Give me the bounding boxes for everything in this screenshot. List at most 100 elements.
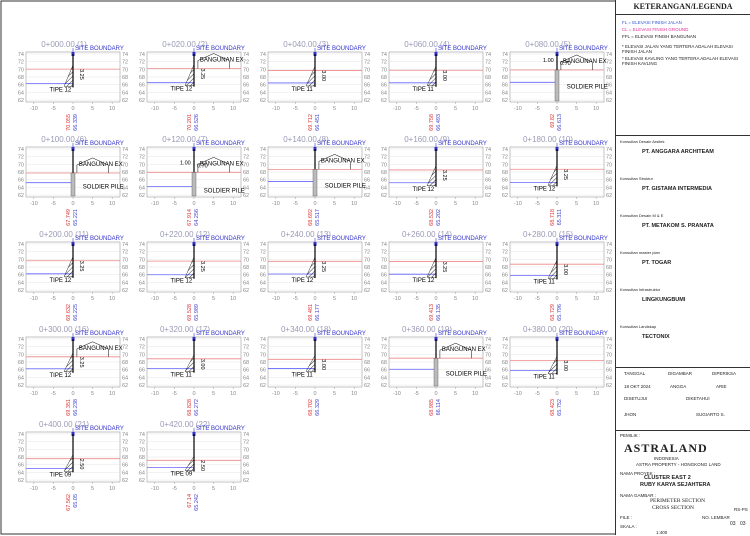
drawing: CROSS SECTION — [652, 505, 695, 511]
y-tick-label: 64 — [364, 375, 370, 381]
y-tick-label: 64 — [139, 280, 145, 286]
x-tick-label: 10 — [472, 201, 478, 207]
scale: 1:400 — [656, 530, 668, 535]
x-tick-label: 0 — [434, 106, 437, 112]
y-tick-label: 74 — [122, 337, 128, 343]
wall-height: 3.25 — [78, 357, 84, 368]
y-tick-label: 62 — [502, 193, 508, 199]
y-tick-label: 62 — [381, 288, 387, 294]
x-tick-label: 0 — [555, 391, 558, 397]
y-tick-label: 70 — [260, 352, 266, 358]
elev-label: 69.351 — [66, 399, 72, 416]
y-tick-label: 70 — [243, 67, 249, 73]
y-tick-label: 62 — [260, 98, 266, 104]
x-tick-label: -10 — [272, 296, 280, 302]
y-tick-label: 70 — [381, 162, 387, 168]
y-tick-label: 64 — [606, 375, 612, 381]
y-tick-label: 66 — [243, 178, 249, 184]
y-tick-label: 62 — [606, 98, 612, 104]
elev-label: 70.201 — [187, 114, 193, 131]
y-tick-label: 68 — [381, 75, 387, 81]
y-tick-label: 70 — [139, 352, 145, 358]
y-tick-label: 72 — [243, 250, 249, 256]
y-tick-label: 70 — [122, 67, 128, 73]
y-tick-label: 68 — [18, 455, 24, 461]
elev-label: 66.493 — [436, 114, 442, 131]
y-tick-label: 70 — [18, 67, 24, 73]
y-tick-label: 74 — [139, 432, 145, 438]
y-tick-label: 68 — [381, 170, 387, 176]
y-tick-label: 70 — [18, 352, 24, 358]
y-tick-label: 70 — [485, 257, 491, 263]
cell: DISETUJUI — [624, 396, 648, 401]
y-tick-label: 68 — [260, 75, 266, 81]
y-tick-label: 72 — [381, 155, 387, 161]
x-tick-label: 5 — [212, 391, 215, 397]
y-tick-label: 74 — [139, 147, 145, 153]
y-tick-label: 74 — [485, 147, 491, 153]
y-tick-label: 68 — [364, 75, 370, 81]
y-tick-label: 70 — [260, 162, 266, 168]
sign-table: TANGGAL DIGAMBAR DIPERIKSA 18 OKT 2024 A… — [616, 367, 750, 430]
x-tick-label: -5 — [172, 486, 177, 492]
elev-label: 69.82 — [550, 114, 556, 128]
y-tick-label: 70 — [243, 352, 249, 358]
elev-label: 66.135 — [436, 304, 442, 321]
y-tick-label: 74 — [139, 337, 145, 343]
wall-height: 2.50 — [199, 460, 205, 471]
label: PEMILIK : — [620, 433, 641, 438]
y-tick-label: 72 — [606, 250, 612, 256]
section-title: 0+220.00 (12) — [160, 230, 210, 239]
elev-label: 65.221 — [73, 209, 79, 226]
label: NAMA PROYEK : — [620, 471, 656, 476]
label: NAMA GAMBAR : — [620, 493, 657, 498]
wall-height: 3.25 — [441, 170, 447, 181]
cell: 18 OKT 2024 — [624, 384, 651, 389]
y-tick-label: 72 — [243, 60, 249, 66]
wall-height: 3.25 — [441, 262, 447, 273]
consultant-role: Konsultan Infrastruktur — [620, 287, 661, 292]
elev-label: 67.749 — [66, 209, 72, 226]
y-tick-label: 74 — [260, 52, 266, 58]
y-tick-label: 74 — [364, 242, 370, 248]
x-tick-label: -5 — [293, 106, 298, 112]
wall-hatch — [426, 165, 437, 186]
elev-label: 69.632 — [66, 304, 72, 321]
y-tick-label: 64 — [139, 470, 145, 476]
x-tick-label: -10 — [151, 296, 159, 302]
wall-type: TIPE 12 — [50, 87, 72, 93]
wall-hatch — [305, 66, 316, 87]
y-tick-label: 64 — [18, 90, 24, 96]
y-tick-label: 66 — [364, 273, 370, 279]
elev-label: 68.729 — [550, 304, 556, 321]
soldier-pile — [554, 69, 560, 102]
wall-type: TIPE 12 — [413, 187, 435, 193]
y-tick-label: 72 — [485, 60, 491, 66]
soldier-pile — [433, 358, 439, 387]
y-tick-label: 64 — [18, 470, 24, 476]
y-tick-label: 66 — [243, 83, 249, 89]
y-tick-label: 64 — [381, 185, 387, 191]
x-tick-label: 0 — [555, 201, 558, 207]
site-boundary: SITE BOUNDARY — [196, 236, 245, 242]
elev-label: 66.272 — [194, 399, 200, 416]
x-tick-label: 0 — [313, 296, 316, 302]
wall-height: 3.00 — [562, 360, 568, 371]
wall-height: 2.50 — [78, 459, 84, 470]
y-tick-label: 70 — [139, 67, 145, 73]
x-tick-label: 5 — [333, 296, 336, 302]
y-tick-label: 72 — [364, 155, 370, 161]
x-tick-label: -5 — [414, 201, 419, 207]
elev-label: 69.758 — [429, 114, 435, 131]
wall-type: TIPE 12 — [413, 278, 435, 284]
y-tick-label: 68 — [139, 265, 145, 271]
y-tick-label: 62 — [606, 383, 612, 389]
x-tick-label: 0 — [434, 201, 437, 207]
y-tick-label: 70 — [606, 257, 612, 263]
y-tick-label: 66 — [139, 368, 145, 374]
legend-panel: KETERANGAN/LEGENDA FL = ELEVASI FINISH J… — [615, 0, 750, 535]
y-tick-label: 66 — [260, 83, 266, 89]
x-tick-label: -10 — [514, 106, 522, 112]
y-tick-label: 74 — [502, 52, 508, 58]
